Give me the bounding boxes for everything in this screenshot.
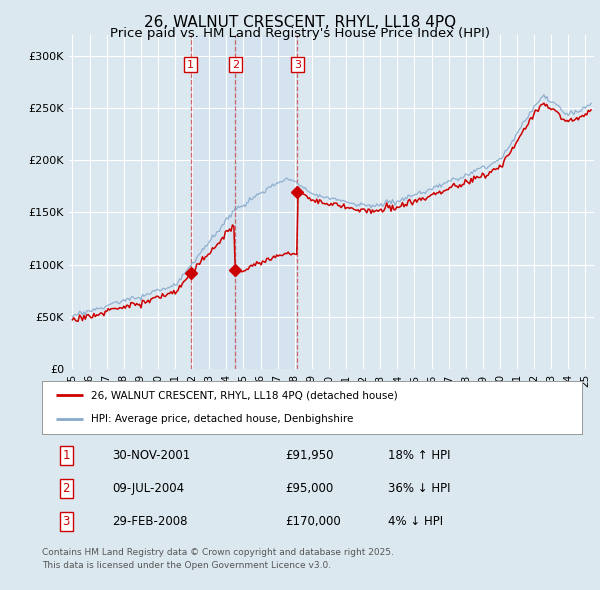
Text: 1: 1 [62, 448, 70, 462]
Text: £95,000: £95,000 [285, 481, 333, 495]
Text: 2: 2 [62, 481, 70, 495]
Text: 18% ↑ HPI: 18% ↑ HPI [388, 448, 450, 462]
Bar [191, 35, 235, 369]
Text: 30-NOV-2001: 30-NOV-2001 [112, 448, 190, 462]
Text: 09-JUL-2004: 09-JUL-2004 [112, 481, 184, 495]
Text: 3: 3 [294, 60, 301, 70]
Text: Contains HM Land Registry data © Crown copyright and database right 2025.: Contains HM Land Registry data © Crown c… [42, 548, 394, 556]
Text: HPI: Average price, detached house, Denbighshire: HPI: Average price, detached house, Denb… [91, 414, 353, 424]
Text: 36% ↓ HPI: 36% ↓ HPI [388, 481, 450, 495]
Text: 26, WALNUT CRESCENT, RHYL, LL18 4PQ (detached house): 26, WALNUT CRESCENT, RHYL, LL18 4PQ (det… [91, 391, 397, 401]
Text: 4% ↓ HPI: 4% ↓ HPI [388, 514, 443, 528]
Bar [235, 35, 298, 369]
Text: £91,950: £91,950 [285, 448, 334, 462]
Text: Price paid vs. HM Land Registry's House Price Index (HPI): Price paid vs. HM Land Registry's House … [110, 27, 490, 40]
Text: 2: 2 [232, 60, 239, 70]
Text: 3: 3 [62, 514, 70, 528]
Text: 26, WALNUT CRESCENT, RHYL, LL18 4PQ: 26, WALNUT CRESCENT, RHYL, LL18 4PQ [144, 15, 456, 30]
Text: £170,000: £170,000 [285, 514, 341, 528]
Text: 1: 1 [187, 60, 194, 70]
Text: 29-FEB-2008: 29-FEB-2008 [112, 514, 188, 528]
Text: This data is licensed under the Open Government Licence v3.0.: This data is licensed under the Open Gov… [42, 560, 331, 569]
